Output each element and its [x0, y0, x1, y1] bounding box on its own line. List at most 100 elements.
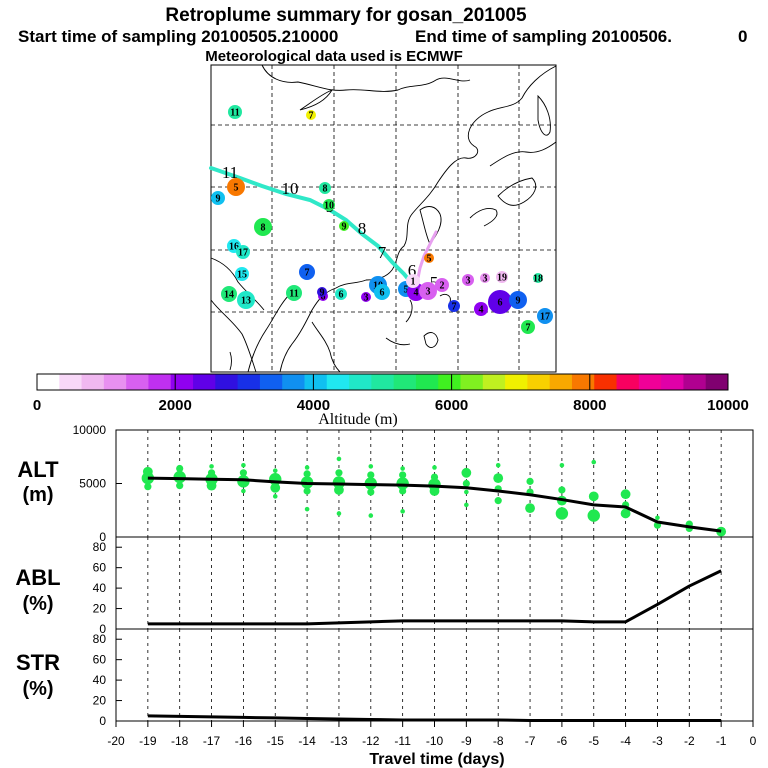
map-cluster: 5	[227, 178, 245, 196]
scatter-point	[493, 473, 504, 484]
y-tick-label: 0	[99, 530, 106, 544]
colorbar-cell	[259, 374, 283, 390]
colorbar-cell	[527, 374, 551, 390]
map-cluster-label: 10	[324, 201, 334, 212]
y-tick-label: 20	[93, 602, 107, 616]
map-cluster-label: 19	[497, 273, 507, 284]
scatter-point	[464, 489, 469, 495]
scatter-point	[141, 471, 155, 485]
scatter-point	[526, 477, 534, 485]
map-cluster-label: 5	[427, 254, 432, 265]
trajectory-label: 6	[408, 261, 417, 280]
y-tick-label: 0	[99, 714, 106, 728]
str-y-ticks: 0 20 40 60 80	[93, 632, 122, 728]
map-cluster-dot	[424, 253, 434, 263]
scatter-point	[494, 497, 502, 505]
scatter-point	[559, 463, 565, 468]
scatter-point	[495, 463, 501, 468]
colorbar-cell	[81, 374, 105, 390]
x-tick-label: -11	[394, 734, 411, 748]
map-cluster-dot	[254, 218, 272, 236]
scatter-point	[429, 486, 440, 496]
scatter-point	[241, 463, 246, 468]
map-cluster-dot	[227, 178, 245, 196]
x-tick-label: -16	[235, 734, 253, 748]
map-cluster-label: 16	[229, 242, 239, 253]
trajectory-label: 5	[430, 273, 439, 292]
colorbar-cell	[638, 374, 662, 390]
map-cluster-label: 4	[414, 288, 419, 299]
met-data-label: Meteorological data used is ECMWF	[205, 48, 463, 65]
colorbar-tick-label: 8000	[573, 397, 606, 414]
colorbar-tick-label: 10000	[707, 397, 749, 414]
str-panel-unit: (%)	[22, 678, 53, 700]
trajectory-label: 11	[222, 163, 238, 182]
colorbar-cell	[103, 374, 127, 390]
map-cluster: 6	[488, 290, 512, 314]
alt-y-ticks: 0 5000 10000	[73, 423, 122, 544]
map-cluster-label: 7	[305, 268, 310, 279]
y-tick-label: 80	[93, 540, 107, 554]
colorbar-cell	[282, 374, 305, 390]
y-tick-label: 80	[93, 632, 107, 646]
scatter-point	[272, 494, 278, 499]
trajectory-path	[209, 166, 416, 288]
map-cluster-label: 11	[230, 108, 239, 119]
map-cluster-dot	[509, 291, 527, 309]
map-cluster: 18	[533, 273, 543, 285]
map-cluster-dot	[435, 278, 449, 292]
scatter-point	[336, 456, 342, 462]
colorbar-cell	[37, 374, 60, 390]
map-cluster-label: 9	[216, 194, 221, 205]
map-cluster-dot	[323, 199, 335, 211]
map-cluster-label: 8	[323, 184, 328, 195]
alt-panel-label: ALT	[17, 457, 59, 482]
x-tick-label: -3	[652, 734, 663, 748]
map-cluster: 17	[236, 245, 250, 259]
map-cluster-dot	[235, 267, 249, 281]
x-tick-label: -8	[493, 734, 504, 748]
colorbar-cell	[126, 374, 149, 390]
x-axis-ticks: -20 -19 -18 -17 -16 -15 -14 -13 -12 -11 -10 -9 -8 -7-…	[107, 721, 757, 748]
map-cluster: 4	[474, 302, 488, 316]
scatter-point	[303, 487, 311, 495]
alt-mean-line	[147, 476, 722, 533]
map-cluster-dot	[361, 292, 371, 302]
y-tick-label: 20	[93, 694, 107, 708]
map-cluster-label: 6	[321, 292, 326, 303]
scatter-point	[270, 482, 281, 493]
x-tick-label: -10	[426, 734, 444, 748]
scatter-point	[461, 467, 472, 478]
map-cluster: 11	[228, 105, 242, 119]
map-cluster-label: 17	[540, 312, 550, 323]
colorbar-cell	[549, 374, 573, 390]
y-tick-label: 60	[93, 653, 107, 667]
map-cluster: 2	[435, 278, 449, 292]
abl-y-ticks: 0 20 40 60 80	[93, 540, 122, 636]
map-cluster-label: 9	[342, 222, 347, 233]
colorbar-cell	[237, 374, 261, 390]
map-cluster: 9	[317, 287, 327, 299]
trajectory-label: 8	[358, 219, 367, 238]
map-cluster-label: 6	[498, 298, 503, 309]
str-gridlines	[147, 629, 722, 721]
map-cluster-label: 9	[516, 296, 521, 307]
scatter-point	[716, 526, 727, 537]
x-tick-label: -2	[684, 734, 695, 748]
colorbar-cell	[705, 374, 729, 390]
map-cluster: 15	[235, 267, 249, 281]
x-tick-label: -1	[716, 734, 727, 748]
map-cluster-dot	[496, 271, 508, 283]
map-cluster-label: 2	[440, 281, 445, 292]
y-tick-label: 10000	[73, 423, 107, 437]
colorbar-tick-label: 6000	[435, 397, 468, 414]
map-cluster-dot	[533, 273, 543, 283]
map-cluster-label: 6	[380, 288, 385, 299]
map-cluster-dot	[474, 302, 488, 316]
map-cluster-dot	[448, 300, 460, 312]
x-tick-label: -14	[298, 734, 316, 748]
alt-scatter-points	[141, 456, 727, 537]
map-cluster-dot	[537, 308, 553, 324]
scatter-point	[655, 515, 660, 521]
